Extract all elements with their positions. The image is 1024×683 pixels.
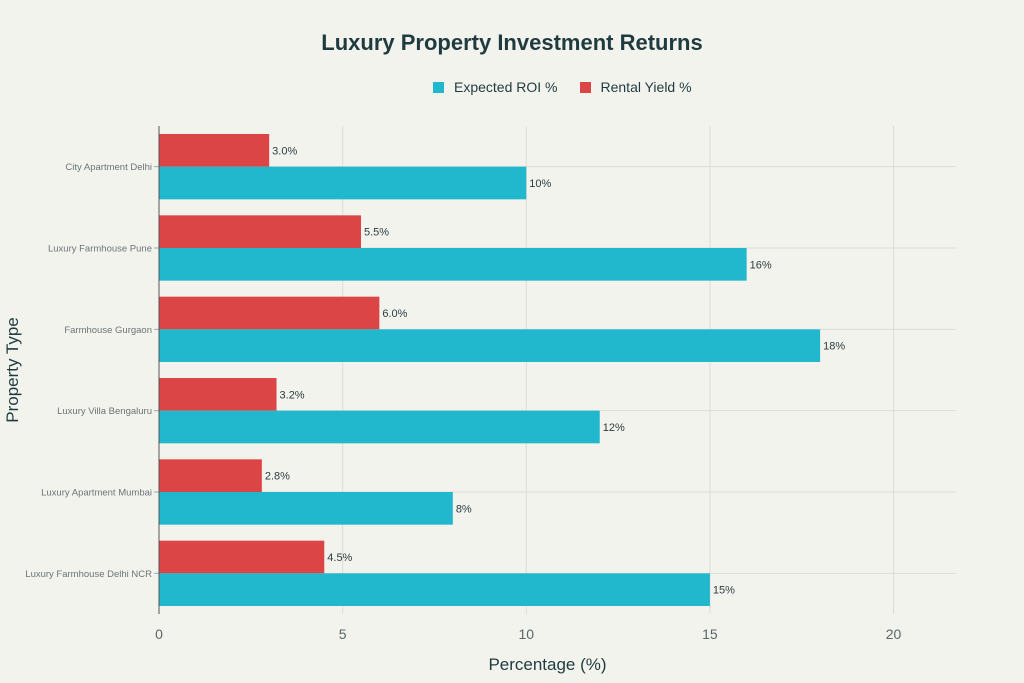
x-tick-label: 0	[155, 626, 163, 642]
y-tick-label: City Apartment Delhi	[65, 162, 152, 173]
bar-expected-roi	[159, 166, 527, 200]
data-label-rental-yield: 3.0%	[272, 145, 297, 157]
legend: Expected ROI % Rental Yield %	[433, 79, 714, 95]
chart-title: Luxury Property Investment Returns	[321, 30, 703, 55]
legend-item-rental-yield[interactable]: Rental Yield %	[579, 79, 692, 95]
bar-rental-yield	[159, 378, 277, 411]
data-label-expected-roi: 12%	[603, 422, 625, 434]
y-tick-label: Luxury Apartment Mumbai	[41, 488, 152, 499]
data-label-expected-roi: 16%	[750, 259, 772, 271]
data-label-rental-yield: 6.0%	[382, 308, 407, 320]
legend-label: Rental Yield %	[600, 79, 692, 95]
bar-rental-yield	[159, 459, 262, 492]
y-tick-label: Luxury Farmhouse Delhi NCR	[25, 569, 152, 580]
bar-expected-roi	[159, 248, 747, 281]
y-tick-label: Luxury Farmhouse Pune	[48, 244, 152, 255]
legend-item-expected-roi[interactable]: Expected ROI %	[433, 79, 558, 95]
legend-label: Expected ROI %	[454, 79, 558, 95]
bar-rental-yield	[159, 134, 270, 167]
bar-expected-roi	[159, 492, 453, 525]
legend-swatch	[579, 81, 591, 93]
data-label-rental-yield: 2.8%	[265, 471, 290, 483]
data-label-expected-roi: 18%	[823, 341, 845, 353]
legend-swatch	[433, 81, 444, 93]
x-axis-title: Percentage (%)	[488, 655, 606, 674]
bar-expected-roi	[159, 573, 710, 606]
data-label-expected-roi: 15%	[713, 585, 735, 597]
bar-expected-roi	[159, 329, 821, 362]
data-label-expected-roi: 10%	[529, 178, 551, 190]
data-label-expected-roi: 8%	[456, 503, 472, 515]
data-label-rental-yield: 4.5%	[327, 552, 352, 564]
y-tick-label: Farmhouse Gurgaon	[64, 325, 152, 336]
bar-expected-roi	[159, 410, 600, 444]
x-tick-label: 5	[339, 626, 347, 642]
x-tick-label: 20	[886, 626, 902, 642]
bar-rental-yield	[159, 540, 325, 574]
x-tick-label: 10	[518, 626, 534, 642]
bar-rental-yield	[159, 215, 362, 248]
bar-rental-yield	[159, 296, 380, 330]
data-label-rental-yield: 3.2%	[280, 389, 305, 401]
y-axis-title: Property Type	[3, 317, 22, 423]
x-tick-label: 15	[702, 626, 718, 642]
y-tick-label: Luxury Villa Bengaluru	[57, 406, 152, 417]
data-label-rental-yield: 5.5%	[364, 227, 389, 239]
